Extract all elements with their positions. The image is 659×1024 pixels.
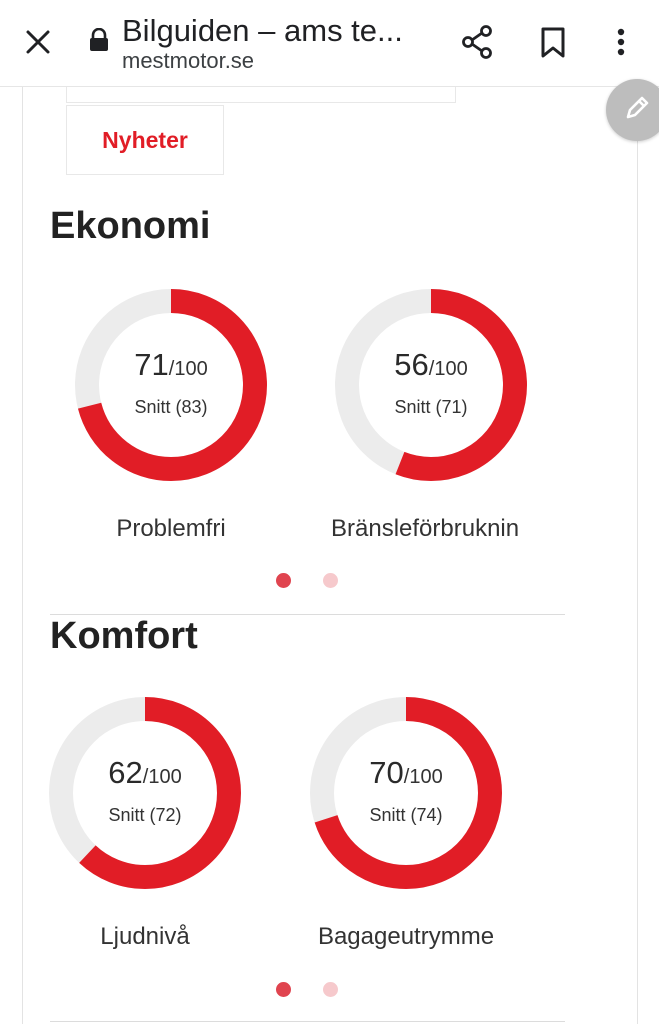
gauge-value-arc	[49, 697, 241, 889]
gauge-fuel-consumption: 56/100 Snitt (71)	[331, 285, 531, 485]
carousel-dot-1[interactable]	[276, 573, 291, 588]
gauge-score: 70/100	[369, 755, 443, 790]
section-divider	[50, 614, 565, 615]
gauge-score: 56/100	[394, 347, 468, 382]
gauge-score: 71/100	[134, 347, 208, 382]
browser-toolbar: Bilguiden – ams te... mestmotor.se	[0, 0, 659, 87]
gauge-ring	[49, 697, 241, 889]
page-url[interactable]: mestmotor.se	[122, 48, 255, 73]
gauge-value-arc	[335, 289, 527, 481]
lock-icon	[88, 27, 110, 52]
section-divider	[50, 1021, 565, 1022]
gauge-ring	[335, 289, 527, 481]
page-content: Nyheter Ekonomi 71/100 Snitt (83) Proble…	[22, 87, 638, 1024]
section-title-economy: Ekonomi	[50, 205, 211, 247]
gauge-average: Snitt (83)	[134, 397, 208, 417]
gauge-average: Snitt (71)	[394, 397, 468, 417]
gauge-label-fuel-consumption: Bränsleförbruknin	[331, 515, 520, 542]
share-icon[interactable]	[460, 24, 496, 60]
more-vert-icon[interactable]	[606, 24, 636, 60]
carousel-dot-2[interactable]	[323, 982, 338, 997]
gauge-ring	[310, 697, 502, 889]
gauge-ring	[75, 289, 267, 481]
gauge-label-noise-level: Ljudnivå	[100, 923, 190, 950]
gauge-value-arc	[75, 289, 267, 481]
pencil-icon	[623, 94, 651, 127]
carousel-dot-1[interactable]	[276, 982, 291, 997]
carousel-dot-2[interactable]	[323, 573, 338, 588]
gauge-average: Snitt (72)	[108, 805, 182, 825]
previous-tab-box	[66, 87, 456, 103]
gauge-label-reliability: Problemfri	[116, 515, 226, 542]
gauge-average: Snitt (74)	[369, 805, 443, 825]
bookmark-icon[interactable]	[538, 24, 568, 60]
gauge-luggage-space: 70/100 Snitt (74)	[306, 693, 506, 893]
gauge-noise-level: 62/100 Snitt (72)	[45, 693, 245, 893]
edit-button[interactable]	[606, 79, 659, 141]
gauge-value-arc	[310, 697, 502, 889]
page-title: Bilguiden – ams te...	[122, 13, 403, 48]
section-title-comfort: Komfort	[50, 615, 198, 657]
gauge-label-luggage-space: Bagageutrymme	[317, 923, 495, 950]
gauge-score: 62/100	[108, 755, 182, 790]
close-icon[interactable]	[22, 26, 54, 58]
gauge-reliability: 71/100 Snitt (83)	[71, 285, 271, 485]
tab-news[interactable]: Nyheter	[66, 105, 224, 175]
